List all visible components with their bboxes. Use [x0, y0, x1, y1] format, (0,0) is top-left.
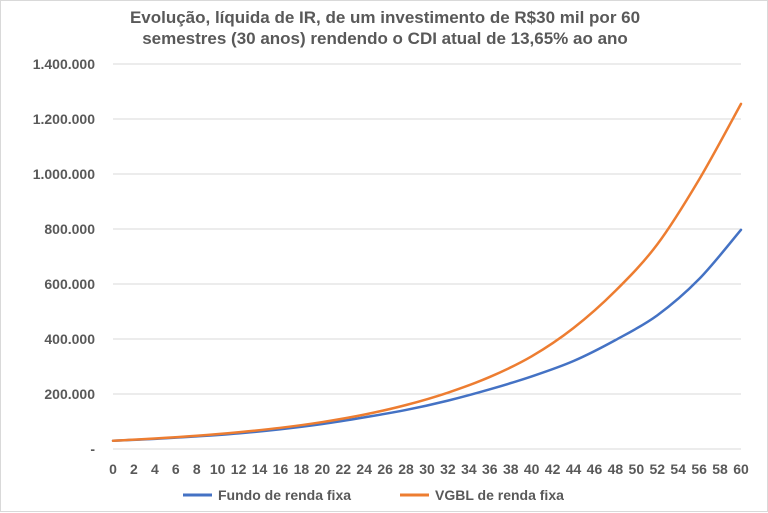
- x-tick-label: 20: [315, 461, 331, 477]
- x-tick-label: 46: [587, 461, 603, 477]
- legend-label-fundo: Fundo de renda fixa: [218, 487, 351, 503]
- x-axis-ticks: 0 2 4 6 8 10 12 14 16 18 20 22 24 26 28 30 32 34 36 38 40 42 4…: [109, 461, 749, 477]
- x-tick-label: 36: [482, 461, 498, 477]
- x-tick-label: 38: [503, 461, 519, 477]
- series-lines: [111, 102, 743, 442]
- legend: Fundo de renda fixa VGBL de renda fixa: [183, 487, 564, 503]
- x-tick-label: 48: [608, 461, 624, 477]
- y-tick-label: 800.000: [44, 221, 95, 237]
- x-tick-label: 40: [524, 461, 540, 477]
- x-tick-label: 56: [691, 461, 707, 477]
- x-tick-label: 34: [461, 461, 477, 477]
- x-tick-label: 18: [294, 461, 310, 477]
- y-axis-ticks: - 200.000 400.000 600.000 800.000 1.000.000 1.…: [33, 56, 96, 457]
- x-tick-label: 28: [398, 461, 414, 477]
- x-tick-label: 14: [252, 461, 268, 477]
- y-tick-label: 1.400.000: [33, 56, 95, 72]
- x-tick-label: 10: [210, 461, 226, 477]
- x-tick-label: 42: [545, 461, 561, 477]
- y-tick-label: 400.000: [44, 331, 95, 347]
- x-tick-label: 16: [273, 461, 289, 477]
- x-tick-label: 26: [377, 461, 393, 477]
- x-tick-label: 12: [231, 461, 247, 477]
- chart-title-line-1: Evolução, líquida de IR, de um investime…: [130, 8, 640, 27]
- y-tick-label: -: [90, 441, 95, 457]
- y-tick-label: 200.000: [44, 386, 95, 402]
- x-tick-label: 32: [440, 461, 456, 477]
- y-tick-label: 1.000.000: [33, 166, 95, 182]
- x-tick-label: 30: [419, 461, 435, 477]
- x-tick-label: 2: [130, 461, 138, 477]
- gridlines: [113, 63, 741, 450]
- x-tick-label: 8: [193, 461, 201, 477]
- x-tick-label: 22: [335, 461, 351, 477]
- chart-title-line-2: semestres (30 anos) rendendo o CDI atual…: [142, 29, 628, 48]
- x-tick-label: 6: [172, 461, 180, 477]
- y-tick-label: 600.000: [44, 276, 95, 292]
- legend-label-vgbl: VGBL de renda fixa: [435, 487, 564, 503]
- x-tick-label: 50: [629, 461, 645, 477]
- x-tick-label: 52: [649, 461, 665, 477]
- x-tick-label: 58: [712, 461, 728, 477]
- x-tick-label: 4: [151, 461, 159, 477]
- x-tick-label: 0: [109, 461, 117, 477]
- x-tick-label: 44: [566, 461, 582, 477]
- series-line-fundo: [111, 228, 743, 442]
- x-tick-label: 60: [733, 461, 749, 477]
- x-tick-label: 24: [356, 461, 372, 477]
- x-tick-label: 54: [670, 461, 686, 477]
- series-line-vgbl: [111, 102, 743, 442]
- y-tick-label: 1.200.000: [33, 111, 95, 127]
